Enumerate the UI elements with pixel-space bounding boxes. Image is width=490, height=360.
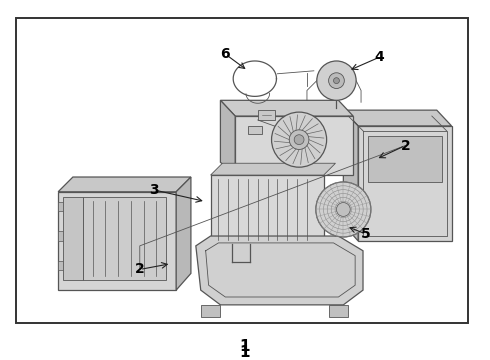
- Text: 2: 2: [400, 139, 410, 153]
- Polygon shape: [58, 202, 63, 211]
- Polygon shape: [201, 305, 220, 317]
- Polygon shape: [83, 197, 166, 280]
- Text: 6: 6: [220, 47, 230, 61]
- Bar: [16, 18, 468, 323]
- Polygon shape: [63, 197, 83, 280]
- Polygon shape: [235, 116, 353, 175]
- Polygon shape: [211, 175, 324, 244]
- Circle shape: [271, 112, 327, 167]
- Circle shape: [317, 61, 356, 100]
- Circle shape: [316, 182, 371, 237]
- Text: 4: 4: [375, 50, 385, 64]
- Text: 3: 3: [149, 183, 158, 197]
- Polygon shape: [58, 177, 191, 192]
- Polygon shape: [258, 110, 274, 120]
- Polygon shape: [220, 100, 353, 116]
- Polygon shape: [343, 110, 451, 126]
- Text: 5: 5: [361, 227, 371, 241]
- Circle shape: [337, 203, 350, 216]
- Polygon shape: [368, 136, 441, 182]
- Polygon shape: [58, 261, 63, 270]
- Polygon shape: [176, 177, 191, 290]
- Circle shape: [289, 130, 309, 149]
- Polygon shape: [196, 236, 363, 305]
- Polygon shape: [358, 126, 451, 241]
- Polygon shape: [58, 231, 63, 241]
- Text: 1: 1: [240, 339, 250, 354]
- Text: 2: 2: [135, 262, 145, 276]
- Circle shape: [329, 73, 344, 89]
- Polygon shape: [220, 100, 235, 175]
- Polygon shape: [211, 163, 336, 175]
- Text: 1: 1: [240, 345, 250, 360]
- Polygon shape: [248, 126, 262, 134]
- Circle shape: [294, 135, 304, 145]
- Polygon shape: [58, 192, 176, 290]
- Circle shape: [334, 78, 340, 84]
- Polygon shape: [343, 110, 358, 241]
- Polygon shape: [329, 305, 348, 317]
